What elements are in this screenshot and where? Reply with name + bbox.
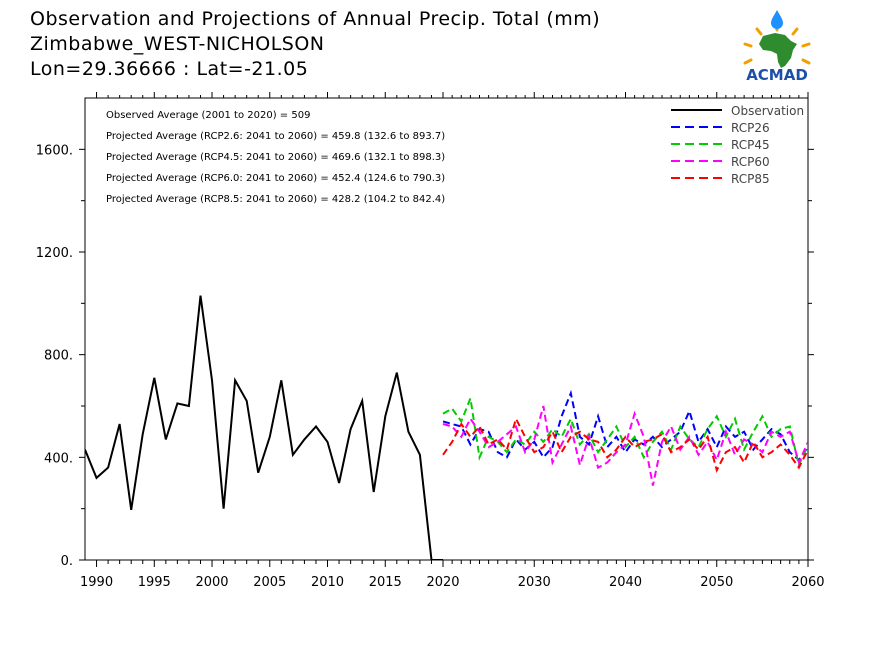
y-tick-label: 0. [61, 554, 73, 569]
x-tick-label: 2060 [791, 575, 824, 590]
legend-label: RCP26 [731, 121, 770, 135]
x-tick-label: 2000 [195, 575, 228, 590]
x-tick-label: 2010 [311, 575, 344, 590]
series-line-rcp85 [442, 416, 808, 473]
logo-text: ACMAD [746, 66, 808, 84]
africa-map-icon [759, 33, 797, 68]
station-coordinates: Lon=29.36666 : Lat=-21.05 [30, 58, 309, 80]
x-tick-label: 2005 [253, 575, 286, 590]
annotation-line: Projected Average (RCP6.0: 2041 to 2060)… [106, 173, 445, 184]
series-line-rcp60 [442, 405, 808, 486]
x-tick-label: 1995 [138, 575, 171, 590]
legend-label: RCP45 [731, 138, 770, 152]
station-name: Zimbabwe_WEST-NICHOLSON [30, 33, 325, 55]
legend-label: RCP60 [731, 155, 770, 169]
water-drop-icon [771, 10, 783, 29]
x-tick-label: 2040 [609, 575, 642, 590]
y-tick-label: 800. [44, 349, 73, 364]
annotation-line: Observed Average (2001 to 2020) = 509 [106, 110, 310, 121]
chart-title: Observation and Projections of Annual Pr… [30, 8, 601, 30]
annotation-line: Projected Average (RCP8.5: 2041 to 2060)… [106, 194, 445, 205]
legend-label: Observation [731, 104, 804, 118]
x-tick-label: 2015 [369, 575, 402, 590]
y-tick-label: 1200. [36, 246, 73, 261]
acmad-logo: ACMAD [735, 8, 819, 84]
plot-frame [84, 97, 809, 561]
series-line-rcp45 [442, 394, 808, 469]
series-line-observation [85, 295, 443, 560]
annotation-line: Projected Average (RCP4.5: 2041 to 2060)… [106, 152, 445, 163]
y-tick-label: 1600. [36, 143, 73, 158]
annotation-line: Projected Average (RCP2.6: 2041 to 2060)… [106, 131, 445, 142]
x-tick-label: 2020 [426, 575, 459, 590]
x-tick-label: 1990 [80, 575, 113, 590]
y-tick-label: 400. [44, 451, 73, 466]
x-tick-label: 2050 [700, 575, 733, 590]
x-tick-label: 2030 [518, 575, 551, 590]
series-line-rcp26 [442, 389, 808, 462]
legend-label: RCP85 [731, 172, 770, 186]
